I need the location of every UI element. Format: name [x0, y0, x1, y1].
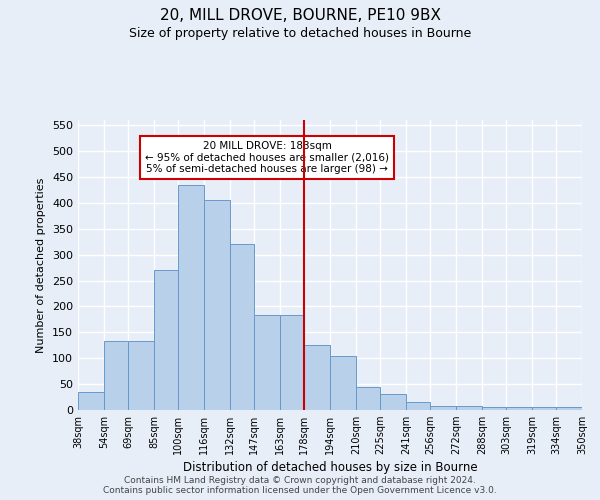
Bar — [104, 341, 128, 410]
Bar — [506, 408, 532, 410]
Bar — [78, 392, 104, 410]
Text: 20 MILL DROVE: 183sqm
← 95% of detached houses are smaller (2,016)
5% of semi-de: 20 MILL DROVE: 183sqm ← 95% of detached … — [145, 140, 389, 174]
Text: Contains HM Land Registry data © Crown copyright and database right 2024.
Contai: Contains HM Land Registry data © Crown c… — [103, 476, 497, 495]
Bar — [230, 244, 254, 410]
Bar — [304, 346, 330, 410]
Bar — [178, 184, 204, 410]
Text: Size of property relative to detached houses in Bourne: Size of property relative to detached ho… — [129, 28, 471, 40]
Bar — [280, 315, 304, 410]
Bar — [380, 394, 406, 410]
Bar — [406, 402, 430, 410]
Bar — [430, 406, 456, 410]
Bar — [330, 356, 356, 410]
Bar — [556, 408, 582, 410]
Y-axis label: Number of detached properties: Number of detached properties — [37, 178, 46, 352]
Bar — [154, 270, 178, 410]
X-axis label: Distribution of detached houses by size in Bourne: Distribution of detached houses by size … — [182, 462, 478, 474]
Bar — [456, 406, 482, 410]
Bar — [482, 408, 506, 410]
Text: 20, MILL DROVE, BOURNE, PE10 9BX: 20, MILL DROVE, BOURNE, PE10 9BX — [160, 8, 440, 22]
Bar — [532, 408, 556, 410]
Bar — [356, 386, 380, 410]
Bar — [128, 341, 154, 410]
Bar — [254, 315, 280, 410]
Bar — [204, 200, 230, 410]
